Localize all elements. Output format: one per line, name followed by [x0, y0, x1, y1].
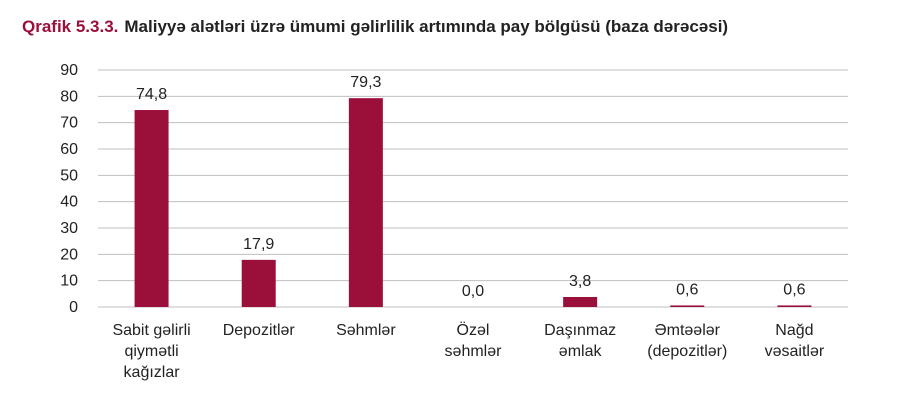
data-label: 3,8 [569, 273, 591, 290]
category-label: Depozitlər [223, 322, 296, 339]
y-tick-label: 0 [69, 299, 78, 316]
bar [134, 110, 169, 307]
y-tick-label: 40 [60, 194, 78, 211]
y-tick-label: 30 [60, 220, 78, 237]
y-tick-label: 10 [60, 273, 78, 290]
data-label: 74,8 [136, 86, 167, 103]
data-label: 0,6 [783, 281, 805, 298]
bar [670, 305, 705, 307]
category-label: Səhmlər [336, 322, 396, 339]
data-label: 17,9 [243, 236, 274, 253]
chart-title-text: Maliyyə alətləri üzrə ümumi gəlirlilik a… [124, 17, 729, 36]
category-label: Özəl səhmlər [445, 321, 503, 360]
y-tick-label: 90 [60, 62, 78, 79]
category-label: Nağd vəsaitlər [765, 322, 825, 360]
bar [348, 98, 383, 307]
data-label: 0,0 [462, 283, 484, 300]
y-tick-label: 60 [60, 141, 78, 158]
y-tick-label: 20 [60, 246, 78, 263]
chart-title: Qrafik 5.3.3. Maliyyə alətləri üzrə ümumi… [22, 17, 728, 37]
data-label: 79,3 [350, 74, 381, 91]
bar [241, 259, 276, 307]
chart-number: Qrafik 5.3.3. [22, 17, 119, 36]
y-tick-label: 70 [60, 115, 78, 132]
category-label: Sabit gəlirli qiymətli kağızlar [112, 322, 190, 381]
category-label: Daşınmaz əmlak [544, 322, 616, 360]
bar [563, 296, 598, 307]
bar [777, 305, 812, 307]
y-tick-label: 50 [60, 167, 78, 184]
category-label: Əmtəələr (depozitlər) [647, 322, 727, 360]
y-tick-label: 80 [60, 88, 78, 105]
data-label: 0,6 [676, 281, 698, 298]
